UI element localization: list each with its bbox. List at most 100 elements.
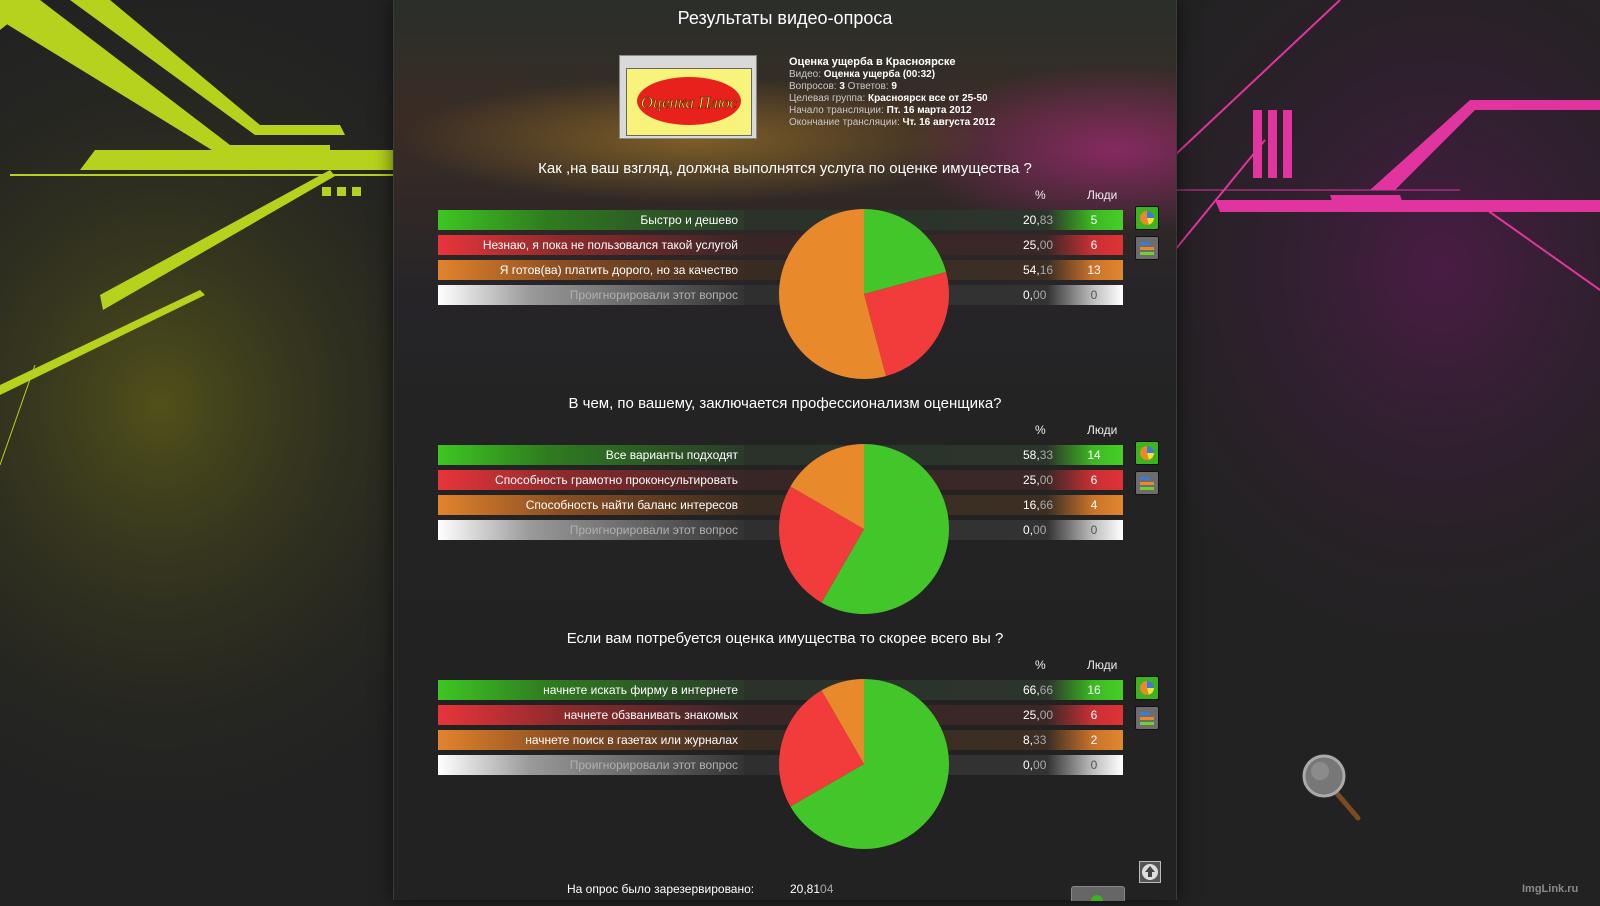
watermark: ImgLink.ru — [1522, 883, 1579, 895]
percent-int: 25, — [1023, 238, 1040, 252]
answer-people: 6 — [1090, 473, 1098, 487]
questions-value: 3 — [839, 81, 845, 92]
answer-label: Незнаю, я пока не пользовался такой услу… — [482, 238, 738, 252]
answer-label: Проигнорировали этот вопрос — [569, 523, 738, 537]
answer-bar-left — [438, 470, 744, 490]
answer-bar-left — [438, 730, 744, 750]
percent-int: 20, — [1023, 213, 1040, 227]
answer-percent: 8,33 — [1023, 730, 1075, 750]
answer-percent: 16,66 — [1023, 495, 1075, 515]
answer-label: Быстро и дешево — [640, 213, 738, 227]
answer-people: 2 — [1090, 733, 1098, 747]
scroll-top-button[interactable] — [1139, 861, 1161, 883]
percent-column-header: % — [1035, 423, 1046, 437]
video-label: Видео: — [789, 69, 821, 80]
percent-column-header: % — [1035, 188, 1046, 202]
answer-bar-left — [438, 445, 744, 465]
answer-bar-left — [438, 705, 744, 725]
people-column-header: Люди — [1087, 423, 1118, 437]
answer-people: 0 — [1090, 523, 1098, 537]
logo: Оценка Плюс — [637, 77, 741, 125]
answer-bar-left — [438, 680, 744, 700]
start-value: Пт. 16 марта 2012 — [886, 105, 972, 116]
answer-percent: 66,66 — [1023, 680, 1075, 700]
answer-label: Проигнорировали этот вопрос — [569, 288, 738, 302]
pie-slice-red — [864, 271, 950, 377]
pie-slice-orange — [821, 679, 864, 764]
answer-label: Проигнорировали этот вопрос — [569, 758, 738, 772]
percent-int: 0, — [1023, 288, 1034, 302]
pie-slice-green — [790, 679, 950, 849]
answer-label: начнете обзванивать знакомых — [563, 708, 738, 722]
pie-chart-icon — [1140, 681, 1154, 695]
percent-int: 66, — [1023, 683, 1040, 697]
answer-people: 4 — [1090, 498, 1098, 512]
bar-chart-icon — [1140, 242, 1154, 255]
percent-dec: 83 — [1039, 213, 1054, 227]
target-value: Красноярск все от 25-50 — [868, 93, 988, 104]
start-line: Начало трансляции: Пт. 16 марта 2012 — [789, 105, 995, 117]
answer-percent: 0,00 — [1023, 755, 1075, 775]
answer-label: начнете искать фирму в интернете — [543, 683, 738, 697]
pie-chart-view-button[interactable] — [1135, 676, 1159, 700]
answer-people: 14 — [1087, 448, 1101, 462]
answer-percent: 58,33 — [1023, 445, 1075, 465]
survey-info: Оценка ущерба в Красноярске Видео: Оценк… — [789, 56, 995, 129]
video-value: Оценка ущерба (00:32) — [823, 69, 936, 80]
target-label: Целевая группа: — [789, 93, 866, 104]
answer-bar-left — [438, 235, 744, 255]
video-thumbnail[interactable]: Оценка Плюс — [619, 55, 757, 139]
percent-dec: 66 — [1039, 683, 1054, 697]
percent-int: 0, — [1023, 758, 1034, 772]
counts-line: Вопросов: 3 Ответов: 9 — [789, 81, 995, 93]
reserved-value: 20,8104 — [790, 882, 833, 896]
answer-label: Способность грамотно проконсультировать — [495, 473, 738, 487]
percent-int: 0, — [1023, 523, 1034, 537]
pie-chart-view-button[interactable] — [1135, 441, 1159, 465]
results-panel: Результаты видео-опроса Оценка Плюс Оцен… — [393, 0, 1177, 906]
percent-dec: 00 — [1039, 708, 1054, 722]
end-value: Чт. 16 августа 2012 — [902, 117, 996, 128]
answer-label: Я готов(ва) платить дорого, но за качест… — [499, 263, 738, 277]
answer-row: Способность грамотно проконсультировать 2… — [438, 470, 1123, 490]
percent-dec: 00 — [1039, 238, 1054, 252]
people-column-header: Люди — [1087, 658, 1118, 672]
magnifier-icon[interactable] — [1300, 752, 1364, 824]
percent-int: 25, — [1023, 473, 1040, 487]
survey-heading: Оценка ущерба в Красноярске — [789, 56, 956, 68]
percent-dec: 00 — [1033, 288, 1047, 302]
answer-people: 13 — [1087, 263, 1101, 277]
answers-pie-chart — [779, 209, 950, 379]
pie-slice-green — [821, 444, 949, 614]
answer-percent: 0,00 — [1023, 285, 1075, 305]
pie-slice-orange — [790, 444, 864, 529]
page-title: Результаты видео-опроса — [677, 8, 893, 28]
bar-chart-view-button[interactable] — [1135, 706, 1159, 730]
reserved-int: 20,81 — [790, 882, 821, 896]
bottom-action-button[interactable] — [1071, 886, 1125, 906]
question-title: Как ,на ваш взгляд, должна выполнятся ус… — [538, 160, 1032, 177]
start-label: Начало трансляции: — [789, 105, 884, 116]
target-line: Целевая группа: Красноярск все от 25-50 — [789, 93, 995, 105]
percent-int: 54, — [1023, 263, 1040, 277]
percent-dec: 00 — [1033, 523, 1047, 537]
answer-people: 16 — [1087, 683, 1101, 697]
pie-chart-icon — [1140, 446, 1154, 460]
pie-slice-red — [779, 690, 864, 807]
answer-percent: 25,00 — [1023, 705, 1075, 725]
pie-slice-red — [778, 486, 864, 603]
pie-chart-view-button[interactable] — [1135, 206, 1159, 230]
answers-label: Ответов: — [847, 81, 889, 92]
answer-people: 6 — [1090, 238, 1098, 252]
reserved-label: На опрос было зарезервировано: — [567, 882, 755, 896]
percent-dec: 66 — [1039, 498, 1054, 512]
answer-percent: 20,83 — [1023, 210, 1075, 230]
logo-text: Оценка Плюс — [641, 93, 738, 112]
bar-chart-view-button[interactable] — [1135, 236, 1159, 260]
percent-int: 58, — [1023, 448, 1040, 462]
answer-percent: 54,16 — [1023, 260, 1075, 280]
bar-chart-view-button[interactable] — [1135, 471, 1159, 495]
percent-dec: 00 — [1039, 473, 1054, 487]
pie-slice-orange — [779, 209, 886, 379]
answer-people: 6 — [1090, 708, 1098, 722]
